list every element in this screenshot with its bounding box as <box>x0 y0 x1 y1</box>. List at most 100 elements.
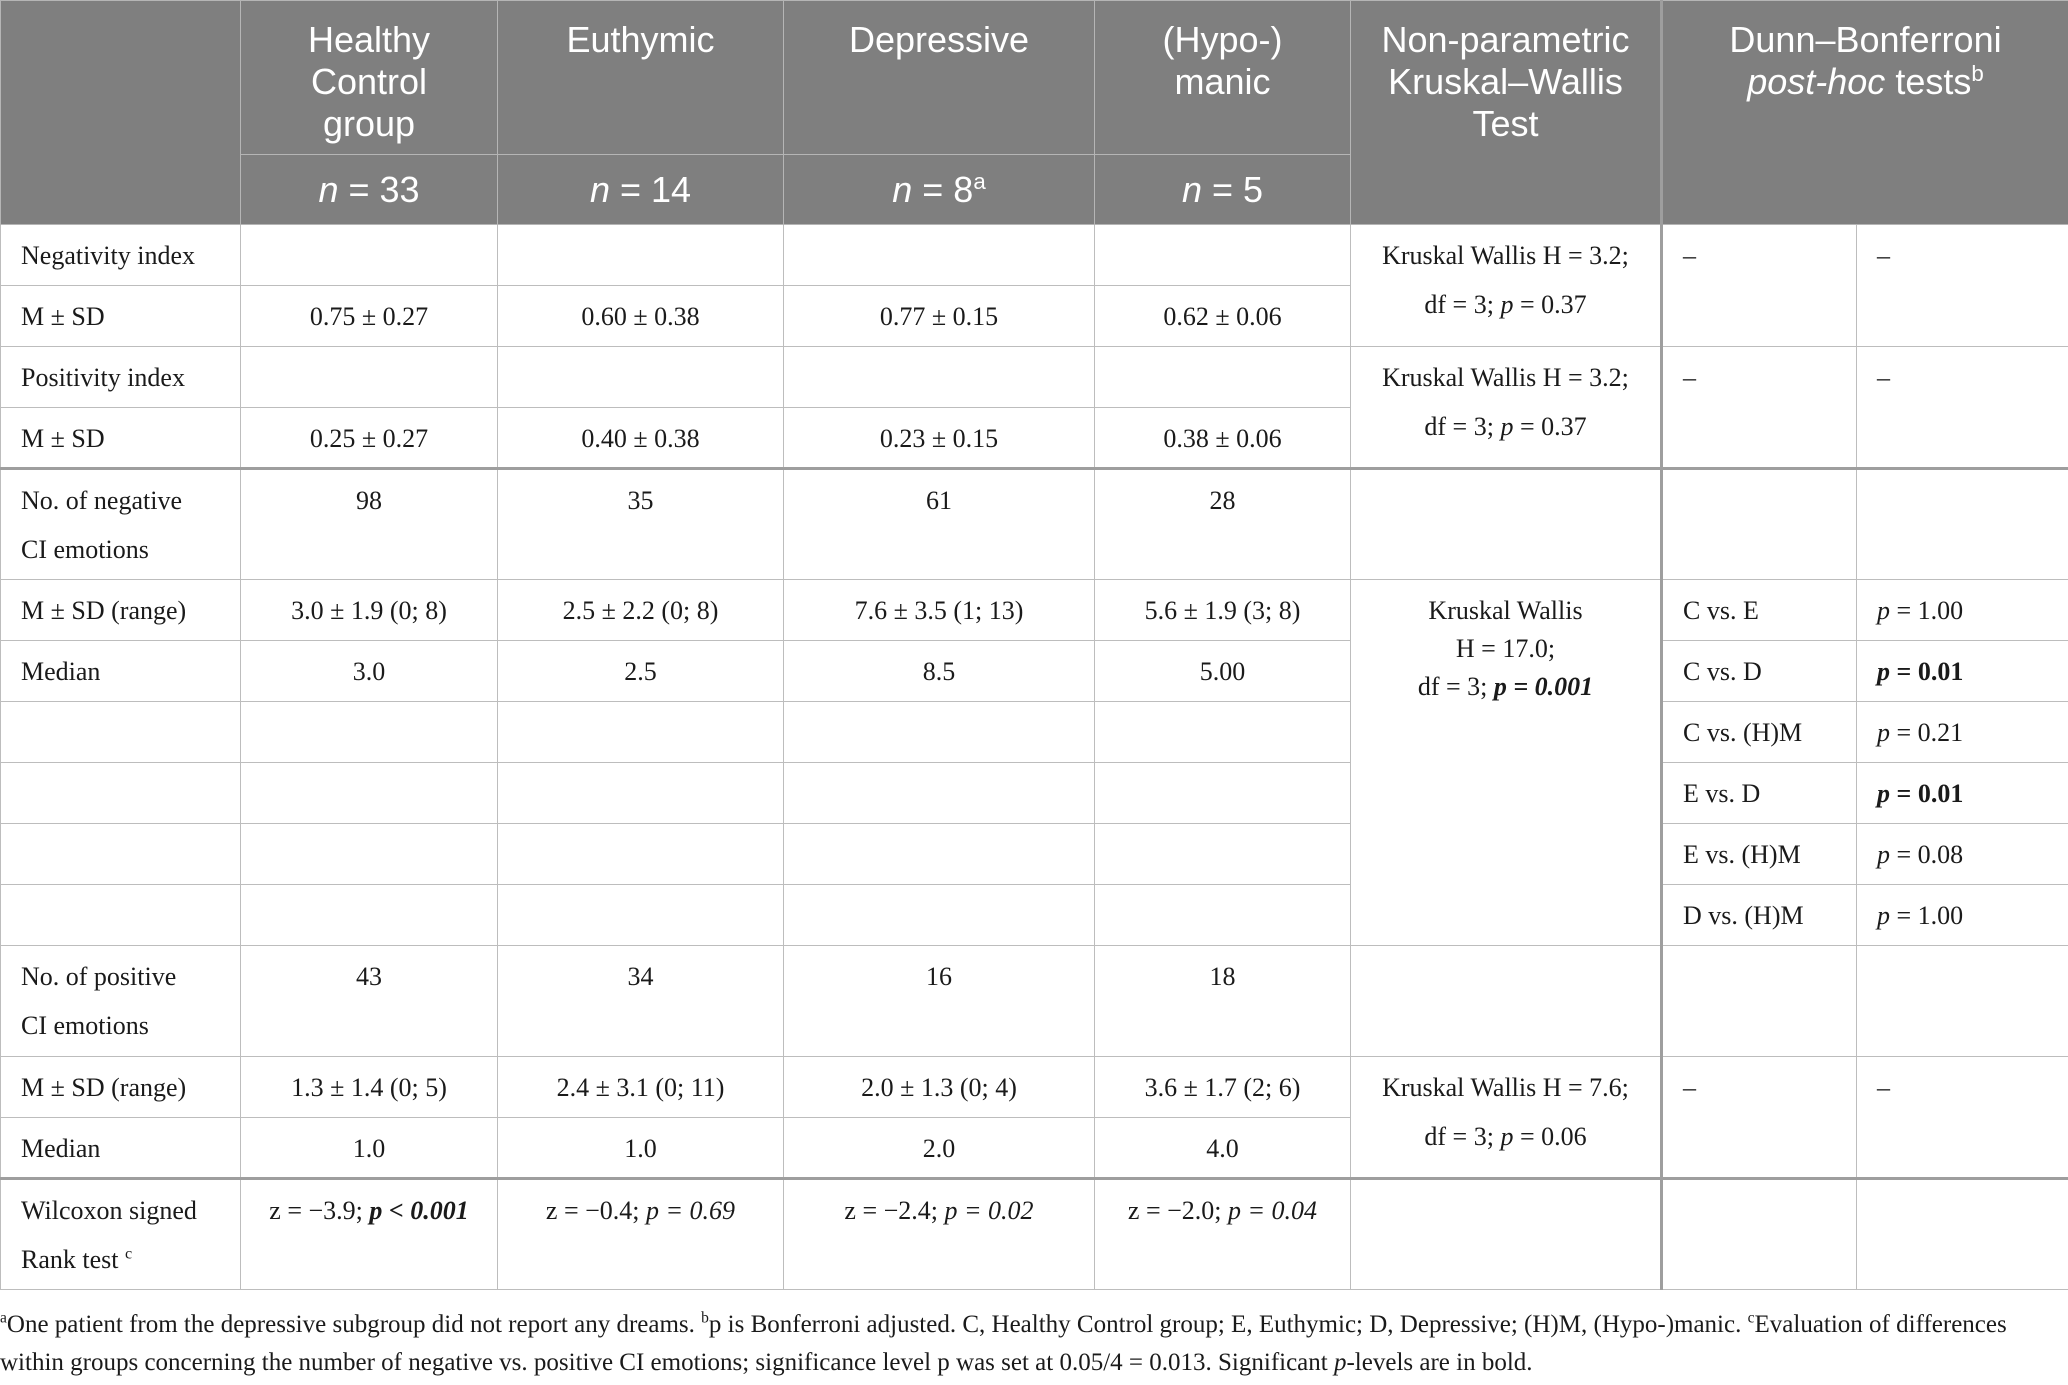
header-group-depressive: Depressive <box>783 0 1095 155</box>
table-row: Positivity index Kruskal Wallis H = 3.2;… <box>0 346 2068 469</box>
cell-value: 7.6 ± 3.5 (1; 13) <box>783 579 1095 641</box>
table-row: No. of positive CI emotions 43 34 16 18 <box>0 945 2068 1057</box>
cell-value: 0.77 ± 0.15 <box>783 285 1095 347</box>
empty-cell <box>240 823 498 885</box>
cell-value: 2.0 ± 1.3 (0; 4) <box>783 1056 1095 1118</box>
cell-value: 2.4 ± 3.1 (0; 11) <box>497 1056 784 1118</box>
results-table: Healthy Control group Euthymic Depressiv… <box>0 0 2068 1290</box>
cell-value: 1.0 <box>497 1117 784 1179</box>
empty-cell <box>1660 467 1857 580</box>
empty-cell <box>1856 945 2068 1057</box>
wilcoxon-depressive: z = −2.4; p = 0.02 <box>783 1177 1095 1290</box>
cell-value: 3.0 <box>240 640 498 702</box>
table-row: Median 1.0 1.0 2.0 4.0 <box>0 1117 2068 1179</box>
cell-value: 5.00 <box>1094 640 1351 702</box>
cell-value: 0.25 ± 0.27 <box>240 407 498 469</box>
cell-value: 18 <box>1094 945 1351 1057</box>
header-row-n: n = 33 n = 14 n = 8a n = 5 <box>1 154 2068 225</box>
row-label-msd-range: M ± SD (range) <box>0 579 241 641</box>
header-n-hypomanic: n = 5 <box>1094 154 1351 225</box>
table-row: M ± SD (range) 3.0 ± 1.9 (0; 8) 2.5 ± 2.… <box>0 579 2068 946</box>
row-label-negativity-index: Negativity index <box>0 224 241 286</box>
empty-cell <box>1094 701 1351 763</box>
empty-cell <box>783 762 1095 824</box>
table-row: M ± SD 0.25 ± 0.27 0.40 ± 0.38 0.23 ± 0.… <box>0 407 2068 469</box>
empty-cell <box>1856 1177 2068 1290</box>
cell-value: 2.5 ± 2.2 (0; 8) <box>497 579 784 641</box>
cell-value: 1.3 ± 1.4 (0; 5) <box>240 1056 498 1118</box>
posthoc-pair: C vs. E <box>1660 579 1857 641</box>
empty-cell <box>783 346 1095 408</box>
header-n-euthymic: n = 14 <box>497 154 784 225</box>
empty-cell <box>1350 945 1662 1057</box>
cell-value: 28 <box>1094 467 1351 580</box>
table-container: Healthy Control group Euthymic Depressiv… <box>0 0 2068 1290</box>
empty-cell <box>1094 224 1351 286</box>
empty-cell <box>0 701 241 763</box>
empty-cell <box>497 701 784 763</box>
dunn-positivity-index-p: – <box>1856 346 2068 469</box>
cell-value: 4.0 <box>1094 1117 1351 1179</box>
empty-cell <box>1350 467 1662 580</box>
header-dunn-posthoc: post-hoc <box>1747 61 1886 102</box>
wilcoxon-euthymic: z = −0.4; p = 0.69 <box>497 1177 784 1290</box>
posthoc-pair: E vs. D <box>1660 762 1857 824</box>
empty-cell <box>783 823 1095 885</box>
header-n-depressive: n = 8a <box>783 154 1095 225</box>
cell-value: 2.0 <box>783 1117 1095 1179</box>
empty-cell <box>1660 1177 1857 1290</box>
header-group-euthymic: Euthymic <box>497 0 784 155</box>
row-label-msd: M ± SD <box>0 407 241 469</box>
row-label-msd: M ± SD <box>0 285 241 347</box>
header-kruskal-wallis: Non-parametric Kruskal–Wallis Test <box>1350 0 1662 225</box>
empty-cell <box>1856 467 2068 580</box>
posthoc-p: p = 0.21 <box>1856 701 2068 763</box>
dunn-positive-ci-pair: – <box>1660 1056 1857 1179</box>
table-footnote: aOne patient from the depressive subgrou… <box>0 1309 2007 1376</box>
empty-cell <box>1094 884 1351 946</box>
header-dunn-bonferroni: Dunn–Bonferroni post-hoc testsb <box>1660 0 2068 225</box>
kw-negativity-index: Kruskal Wallis H = 3.2; df = 3; p = 0.37 <box>1350 224 1662 347</box>
empty-cell <box>0 823 241 885</box>
cell-value: 0.62 ± 0.06 <box>1094 285 1351 347</box>
row-label-median: Median <box>0 640 241 702</box>
table-row: M ± SD 0.75 ± 0.27 0.60 ± 0.38 0.77 ± 0.… <box>0 285 2068 347</box>
cell-value: 5.6 ± 1.9 (3; 8) <box>1094 579 1351 641</box>
empty-cell <box>497 762 784 824</box>
table-row: C vs. (H)M p = 0.21 <box>0 701 2068 763</box>
empty-cell <box>240 884 498 946</box>
cell-value: 0.75 ± 0.27 <box>240 285 498 347</box>
posthoc-p: p = 0.01 <box>1856 640 2068 702</box>
table-row: D vs. (H)M p = 1.00 <box>0 884 2068 946</box>
cell-value: 0.23 ± 0.15 <box>783 407 1095 469</box>
header-dunn-tests: tests <box>1885 61 1972 102</box>
dunn-positive-ci-p: – <box>1856 1056 2068 1179</box>
header-empty-cell <box>0 0 241 225</box>
cell-value: 3.0 ± 1.9 (0; 8) <box>240 579 498 641</box>
empty-cell <box>240 762 498 824</box>
posthoc-p: p = 0.01 <box>1856 762 2068 824</box>
empty-cell <box>783 884 1095 946</box>
posthoc-pair: D vs. (H)M <box>1660 884 1857 946</box>
header-row-groups: Healthy Control group Euthymic Depressiv… <box>0 0 2068 225</box>
header-dunn-sup: b <box>1971 61 1984 86</box>
row-label-negative-ci: No. of negative CI emotions <box>0 467 241 580</box>
table-row: Wilcoxon signed Rank test c z = −3.9; p <… <box>0 1177 2068 1290</box>
posthoc-p: p = 0.08 <box>1856 823 2068 885</box>
empty-cell <box>783 224 1095 286</box>
table-row: Negativity index Kruskal Wallis H = 3.2;… <box>0 224 2068 347</box>
posthoc-p: p = 1.00 <box>1856 579 2068 641</box>
dunn-positivity-index-pair: – <box>1660 346 1857 469</box>
header-group-control: Healthy Control group <box>240 0 498 155</box>
empty-cell <box>497 346 784 408</box>
table-row: E vs. (H)M p = 0.08 <box>0 823 2068 885</box>
empty-cell <box>0 884 241 946</box>
empty-cell <box>1094 762 1351 824</box>
posthoc-pair: E vs. (H)M <box>1660 823 1857 885</box>
posthoc-pair: C vs. D <box>1660 640 1857 702</box>
header-group-hypomanic: (Hypo-) manic <box>1094 0 1351 155</box>
row-label-wilcoxon: Wilcoxon signed Rank test c <box>0 1177 241 1290</box>
cell-value: 0.38 ± 0.06 <box>1094 407 1351 469</box>
cell-value: 1.0 <box>240 1117 498 1179</box>
empty-cell <box>497 884 784 946</box>
